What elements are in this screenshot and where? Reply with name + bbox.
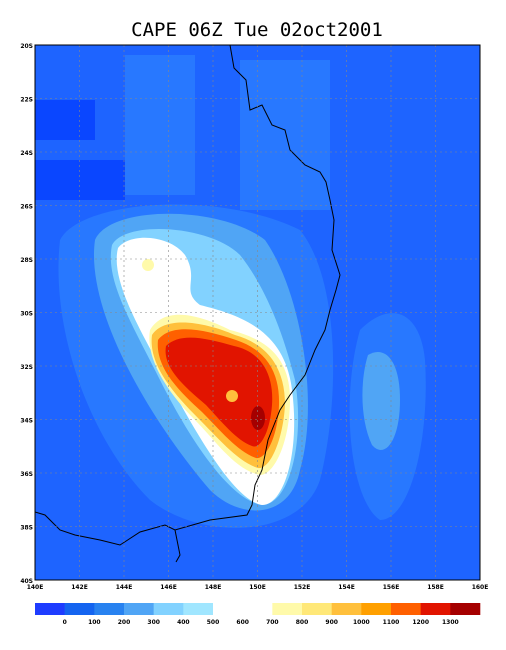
colorbar-swatch bbox=[94, 603, 125, 615]
colorbar-swatch bbox=[64, 603, 95, 615]
lat-label: 34S bbox=[20, 418, 33, 425]
lon-label: 146E bbox=[160, 584, 177, 591]
lon-label: 156E bbox=[383, 584, 400, 591]
lon-label: 148E bbox=[205, 584, 222, 591]
colorbar-label: 600 bbox=[236, 619, 249, 626]
plot-frame bbox=[34, 44, 481, 581]
colorbar-swatch bbox=[420, 603, 451, 615]
lon-label: 140E bbox=[27, 584, 44, 591]
colorbar-swatch bbox=[35, 603, 65, 615]
lon-label: 160E bbox=[472, 584, 489, 591]
colorbar-swatch bbox=[450, 603, 481, 615]
lat-label: 24S bbox=[20, 150, 33, 157]
colorbar-swatch bbox=[331, 603, 362, 615]
lon-label: 142E bbox=[71, 584, 88, 591]
lat-label: 20S bbox=[20, 43, 33, 50]
lon-label: 158E bbox=[427, 584, 444, 591]
colorbar-label: 400 bbox=[177, 619, 190, 626]
colorbar-label: 700 bbox=[266, 619, 279, 626]
colorbar-label: 800 bbox=[296, 619, 309, 626]
colorbar-label: 900 bbox=[325, 619, 338, 626]
lat-label: 26S bbox=[20, 204, 33, 211]
colorbar-label: 1200 bbox=[412, 619, 429, 626]
lat-label: 36S bbox=[20, 471, 33, 478]
lon-label: 154E bbox=[338, 584, 355, 591]
colorbar-swatch bbox=[302, 603, 332, 615]
colorbar-label: 1000 bbox=[353, 619, 370, 626]
lon-label: 150E bbox=[249, 584, 266, 591]
colorbar-swatch bbox=[213, 603, 243, 615]
colorbar-label: 100 bbox=[88, 619, 101, 626]
colorbar-label: 0 bbox=[63, 619, 67, 626]
colorbar-label: 1100 bbox=[383, 619, 400, 626]
cape-field bbox=[35, 45, 480, 580]
lat-label: 38S bbox=[20, 525, 33, 532]
colorbar-label: 1300 bbox=[442, 619, 459, 626]
colorbar-swatch bbox=[124, 603, 154, 615]
lon-label: 144E bbox=[116, 584, 133, 591]
lat-label: 40S bbox=[20, 578, 33, 585]
lat-label: 22S bbox=[20, 97, 33, 104]
colorbar-swatch bbox=[361, 603, 392, 615]
colorbar-swatch bbox=[272, 603, 303, 615]
lon-label: 152E bbox=[294, 584, 311, 591]
colorbar-swatch bbox=[242, 603, 273, 615]
title: CAPE 06Z Tue 02oct2001 bbox=[131, 19, 383, 41]
colorbar-swatch bbox=[153, 603, 184, 615]
colorbar-swatch bbox=[183, 603, 214, 615]
graticule bbox=[35, 45, 480, 580]
colorbar-swatch bbox=[391, 603, 421, 615]
colorbar: 0 100 200 300 400 500 600 700 800 900 1000 1100 1200… bbox=[35, 603, 481, 626]
colorbar-label: 500 bbox=[207, 619, 220, 626]
colorbar-label: 200 bbox=[118, 619, 131, 626]
lat-label: 32S bbox=[20, 364, 33, 371]
lat-label: 30S bbox=[20, 311, 33, 318]
colorbar-label: 300 bbox=[147, 619, 160, 626]
lat-label: 28S bbox=[20, 257, 33, 264]
